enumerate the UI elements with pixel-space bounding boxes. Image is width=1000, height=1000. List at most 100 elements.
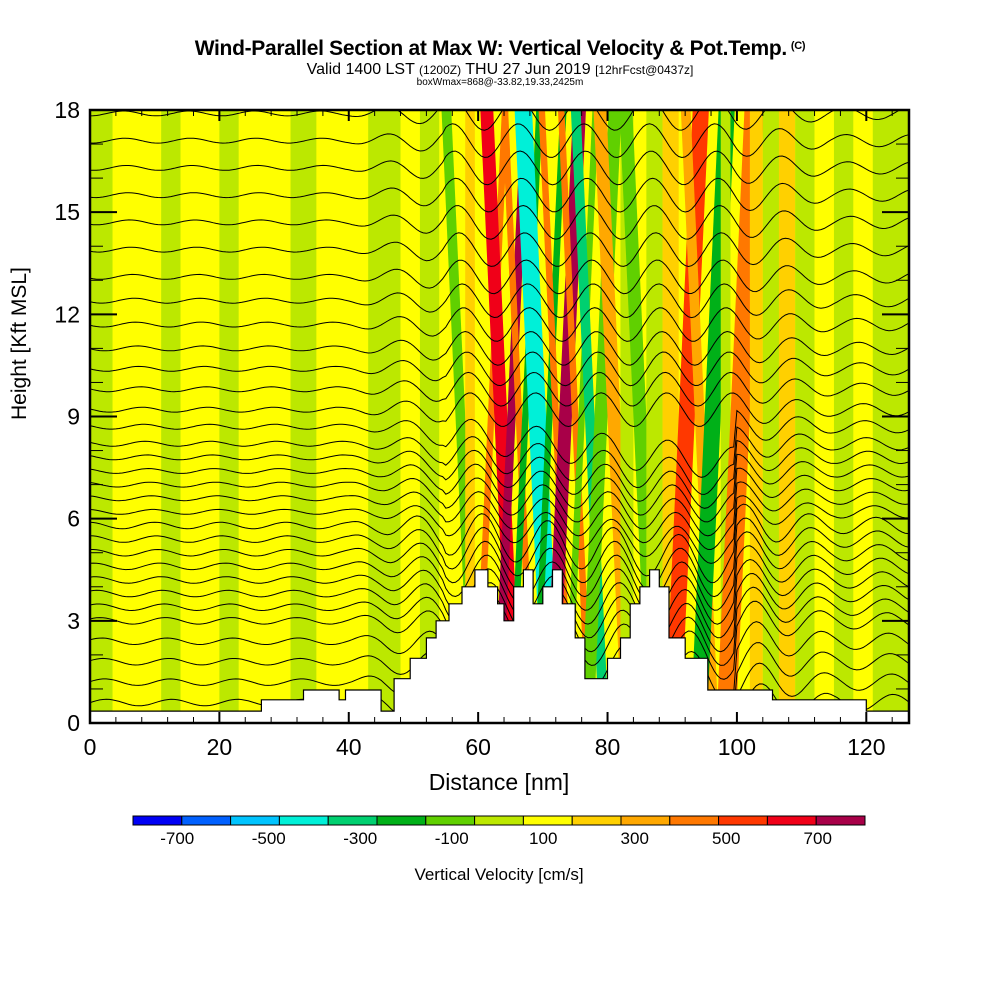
colorbar-swatch [718,815,768,826]
colorbar-tick-label: 700 [804,829,832,848]
velocity-band [778,110,796,723]
x-tick-label: 100 [718,734,756,760]
boxwmax-info: boxWmax=868@-33.82,19.33,2425m [416,77,584,88]
theta-contour [90,409,909,478]
theta-contour [90,545,909,625]
valid-date: THU 27 Jun 2019 [465,61,591,78]
theta-contour [90,232,909,268]
colorbar-swatch [230,815,280,826]
theta-contour [90,177,909,213]
velocity-band [514,110,561,723]
theta-contour [90,558,909,639]
colorbar-swatch [376,815,427,826]
y-tick-label: 3 [67,608,80,634]
theta-contour [90,204,909,240]
terrain [90,569,909,723]
velocity-band [795,110,815,723]
velocity-band [853,110,873,723]
x-tick-label: 60 [465,734,491,760]
colorbar-tick-label: -500 [252,829,286,848]
colorbar-swatch [132,815,183,826]
velocity-band [532,110,567,723]
colorbar-swatch [181,815,232,826]
theta-contour [90,110,902,131]
velocity-band [833,110,854,723]
y-tick-label: 9 [67,404,80,430]
velocity-band [238,110,291,723]
valid-prefix: Valid 1400 LST [306,61,415,78]
potential-temperature-contours [90,110,909,723]
theta-contour [90,453,909,523]
x-tick-label: 80 [595,734,621,760]
x-tick-label: 40 [336,734,362,760]
theta-contour [90,123,909,159]
colorbar-tick-label: 500 [712,829,740,848]
theta-contour [90,259,909,295]
velocity-band [112,110,162,723]
velocity-band [419,110,440,723]
theta-contour [90,586,909,666]
colorbar-swatch [522,815,573,826]
velocity-band [557,110,593,723]
terrain-profile [90,569,909,723]
copyright-mark: (C) [790,40,806,52]
colorbar-tick-label: -700 [160,829,194,848]
velocity-band [290,110,317,723]
theta-contour [90,517,909,598]
velocity-band [180,110,220,723]
y-tick-label: 15 [54,199,80,225]
velocity-band [749,110,763,723]
velocity-band [316,110,369,723]
x-tick-label: 0 [84,734,97,760]
y-tick-label: 0 [67,710,80,736]
x-tick-label: 20 [207,734,233,760]
theta-contour [90,392,909,428]
velocity-band [161,110,181,723]
title-text: Wind-Parallel Section at Max W: Vertical… [194,37,788,60]
y-axis-label: Height [Kft MSL] [8,267,31,420]
velocity-band [368,110,401,723]
y-tick-label: 12 [54,301,80,327]
colorbar-swatch [278,815,329,826]
velocity-band [493,110,530,723]
chart-title: Wind-Parallel Section at Max W: Vertical… [0,37,1000,61]
colorbar-swatch [571,815,622,826]
colorbar-tick-label: 300 [621,829,649,848]
colorbar-swatch [425,815,476,826]
colorbar-swatch [815,815,866,826]
colorbar-swatch [669,815,720,826]
y-axis: 0 3 6 9 12 15 18 [54,97,909,736]
colorbar-tick-label: -100 [435,829,469,848]
velocity-band [400,110,420,723]
velocity-band [564,110,599,723]
colorbar-swatch [620,815,671,826]
theta-contour [90,467,909,537]
forecast-info: [12hrFcst@0437z] [595,63,694,77]
velocity-band [664,110,709,723]
x-tick-label: 120 [847,734,885,760]
theta-contour [90,330,909,366]
theta-contour [90,351,909,387]
colorbar-swatch [766,815,817,826]
theta-contour [90,150,909,186]
theta-contour [90,531,909,611]
colorbar-tick-label: 100 [529,829,557,848]
velocity-band [219,110,239,723]
y-tick-label: 6 [67,506,80,532]
theta-contour [90,481,909,551]
theta-contour [90,503,909,584]
valid-utc: (1200Z) [419,63,462,77]
x-axis-label: Distance [nm] [429,769,570,795]
theta-contour [90,371,909,407]
velocity-band [762,110,779,723]
colorbar-swatch [474,815,524,826]
colorbar-label: Vertical Velocity [cm/s] [414,865,583,884]
theta-contour [90,307,909,342]
velocity-band [480,110,522,723]
colorbar-tick-label: -300 [343,829,377,848]
x-axis: 0 20 40 60 80 100 120 [84,110,893,760]
theta-contour [90,495,909,564]
theta-contour [90,283,909,319]
theta-contour [90,439,909,509]
